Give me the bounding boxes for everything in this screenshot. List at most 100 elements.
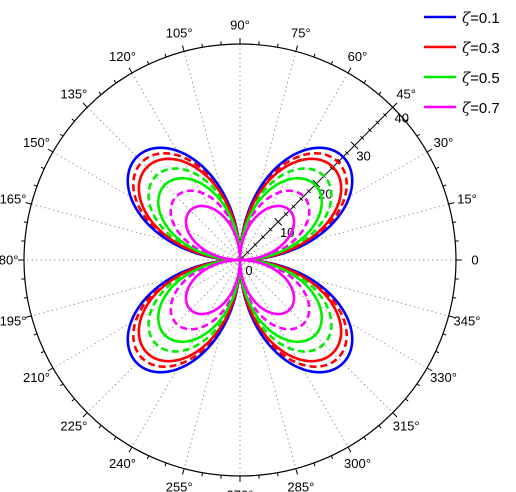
major-tick-60 [347, 67, 352, 74]
minor-tick-160 [33, 184, 38, 187]
angle-label-120: 120° [109, 49, 136, 64]
minor-tick-155 [40, 166, 45, 170]
major-tick-285 [295, 468, 298, 475]
minor-tick-220 [71, 398, 75, 402]
angle-label-315: 315° [393, 419, 420, 434]
major-tick-345 [448, 315, 455, 318]
minor-tick-70 [313, 53, 316, 58]
minor-tick-290 [313, 462, 316, 467]
radial-minor-tick [329, 166, 334, 171]
minor-tick-350 [452, 297, 457, 299]
radial-minor-tick [299, 196, 304, 201]
radial-minor-tick [260, 235, 265, 240]
minor-tick-245 [146, 455, 150, 460]
minor-tick-295 [330, 455, 334, 460]
radial-minor-tick [337, 158, 342, 163]
major-tick-225 [82, 412, 88, 418]
gridline-225 [86, 259, 241, 414]
radial-tick-20 [312, 179, 321, 188]
legend-label-4: ζ=0.7 [462, 99, 500, 117]
angle-label-30: 30° [434, 135, 454, 150]
minor-tick-80 [277, 43, 279, 48]
major-tick-165 [25, 202, 32, 205]
angle-label-225: 225° [60, 419, 87, 434]
radial-minor-tick [383, 112, 388, 117]
minor-tick-25 [435, 166, 440, 170]
major-tick-240 [128, 446, 133, 453]
angle-label-240: 240° [109, 456, 136, 471]
angle-tick-labels: 0 15° 30° 45° 60° 75° 90° 105° 120° 135° 150° 165° 1… [0, 18, 480, 492]
minor-tick-340 [442, 333, 447, 336]
minor-tick-200 [33, 333, 38, 336]
radial-minor-tick [375, 120, 380, 125]
radial-tick-30 [350, 141, 359, 150]
minor-tick-310 [378, 425, 382, 429]
major-tick-135 [82, 102, 88, 108]
radial-tick-10 [274, 217, 283, 226]
angle-label-210: 210° [23, 370, 50, 385]
angle-label-150: 150° [23, 135, 50, 150]
minor-tick-35 [416, 133, 421, 137]
major-tick-210 [47, 367, 54, 372]
minor-tick-20 [442, 184, 447, 187]
minor-tick-145 [59, 133, 64, 137]
angle-label-285: 285° [287, 479, 314, 492]
legend: ζ=0.1 ζ=0.3 ζ=0.5 ζ=0.7 [424, 9, 500, 117]
radial-minor-tick [360, 135, 365, 140]
angle-label-345: 345° [454, 313, 481, 328]
minor-tick-305 [363, 436, 367, 441]
minor-tick-115 [146, 60, 150, 65]
minor-tick-230 [98, 425, 102, 429]
minor-tick-325 [416, 383, 421, 387]
minor-tick-170 [23, 221, 28, 223]
minor-tick-235 [113, 436, 117, 441]
radial-minor-tick [268, 227, 273, 232]
angle-ticks [18, 38, 462, 482]
radial-minor-tick [291, 204, 296, 209]
minor-tick-280 [277, 472, 279, 477]
minor-tick-130 [98, 91, 102, 95]
series-lines [126, 146, 354, 374]
major-tick-45 [392, 102, 398, 108]
minor-tick-50 [378, 91, 382, 95]
minor-tick-65 [330, 60, 334, 65]
radial-label-0: 0 [245, 263, 252, 278]
minor-tick-140 [71, 118, 75, 122]
radial-minor-tick [245, 250, 250, 255]
minor-tick-250 [164, 462, 167, 467]
minor-tick-320 [405, 398, 409, 402]
radial-label-40: 40 [395, 110, 409, 125]
radial-minor-tick [344, 151, 349, 156]
minor-tick-205 [40, 350, 45, 354]
angle-label-135: 135° [60, 86, 87, 101]
major-tick-105 [182, 45, 185, 52]
angle-label-300: 300° [344, 456, 371, 471]
radial-minor-tick [367, 128, 372, 133]
angle-label-75: 75° [291, 26, 311, 41]
angle-label-180: 180° [0, 253, 18, 268]
major-tick-150 [47, 148, 54, 153]
major-tick-255 [182, 468, 185, 475]
angle-label-90: 90° [230, 18, 250, 33]
major-tick-30 [426, 148, 433, 153]
radial-label-30: 30 [356, 148, 370, 163]
angle-label-255: 255° [166, 479, 193, 492]
major-tick-75 [295, 45, 298, 52]
angle-label-195: 195° [0, 313, 26, 328]
minor-tick-110 [164, 53, 167, 58]
minor-tick-215 [59, 383, 64, 387]
radial-tick-40 [388, 103, 397, 112]
minor-tick-10 [452, 221, 457, 223]
major-tick-120 [128, 67, 133, 74]
angle-label-15: 15° [457, 192, 477, 207]
minor-tick-260 [201, 472, 203, 477]
angle-label-165: 165° [0, 192, 26, 207]
major-tick-15 [448, 202, 455, 205]
angle-label-330: 330° [430, 370, 457, 385]
major-tick-300 [347, 446, 352, 453]
radial-minor-tick [306, 189, 311, 194]
minor-tick-100 [201, 43, 203, 48]
minor-tick-55 [363, 79, 367, 84]
radial-minor-tick [283, 212, 288, 217]
